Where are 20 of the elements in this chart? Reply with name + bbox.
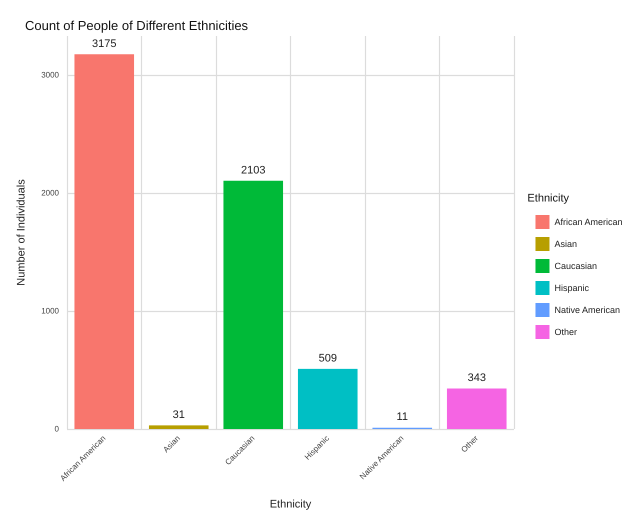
x-axis-title: Ethnicity: [270, 498, 312, 510]
y-tick-label: 0: [54, 424, 60, 434]
legend-label: Native American: [554, 305, 620, 315]
data-label: 11: [396, 411, 408, 424]
y-tick-label: 3000: [41, 70, 60, 80]
y-axis-title: Number of Individuals: [16, 178, 28, 286]
legend-label: Caucasian: [554, 261, 598, 271]
legend-label: Asian: [554, 239, 577, 249]
y-tick-label: 1000: [41, 306, 60, 316]
chart-title: Count of People of Different Ethnicities: [25, 18, 249, 33]
legend-title: Ethnicity: [527, 192, 570, 204]
data-label: 509: [318, 352, 337, 364]
y-tick-label: 2000: [41, 188, 60, 198]
data-label: 31: [172, 408, 185, 421]
legend-label: African American: [554, 217, 623, 227]
legend-label: Hispanic: [554, 283, 590, 293]
data-label: 3175: [92, 38, 116, 50]
data-label: 343: [468, 372, 486, 384]
legend-label: Other: [554, 327, 577, 337]
data-label: 2103: [241, 164, 266, 176]
